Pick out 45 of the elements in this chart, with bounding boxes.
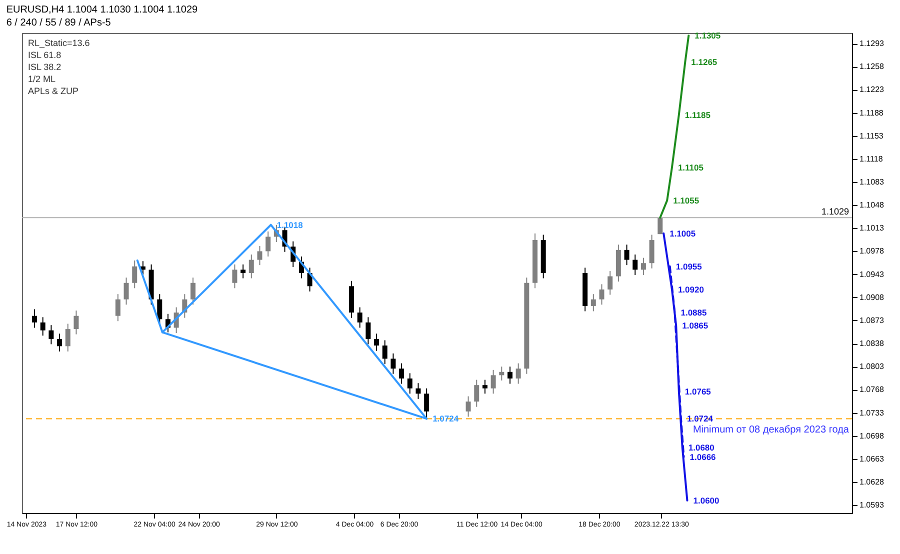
ref-line-label: Minimum от 08 декабря 2023 года — [692, 424, 850, 436]
annotation: APLs & ZUP — [28, 86, 79, 96]
data-label: 1.0955 — [676, 261, 702, 272]
annotation: 1/2 ML — [28, 74, 56, 84]
data-label: 1.1005 — [670, 228, 696, 238]
y-tick-label: 1.1118 — [860, 154, 884, 164]
data-label: 1.1018 — [276, 220, 304, 230]
y-tick-label: 1.0943 — [860, 270, 885, 279]
data-label: 1.0920 — [678, 284, 704, 294]
data-label: 1.1055 — [673, 195, 700, 206]
y-tick-label: 1.0978 — [860, 246, 885, 256]
y-tick-label: 1.1153 — [860, 131, 884, 140]
y-tick-label: 1.0593 — [860, 500, 885, 510]
data-label: 1.1185 — [684, 110, 711, 120]
y-tick-label: 1.1293 — [860, 39, 885, 48]
y-tick-label: 1.0908 — [860, 292, 885, 302]
y-tick-label: 1.1258 — [860, 62, 885, 72]
y-tick-label: 1.1223 — [860, 85, 885, 94]
y-tick-label: 1.0698 — [860, 431, 885, 440]
data-label: 1.1265 — [691, 57, 718, 68]
y-tick-label: 1.0733 — [860, 408, 885, 418]
data-label: 1.0765 — [684, 386, 712, 397]
data-label: 1.0666 — [690, 452, 716, 462]
y-tick-label: 1.1048 — [860, 200, 885, 210]
y-tick-label: 1.0628 — [860, 478, 885, 487]
y-tick-label: 1.0873 — [860, 316, 885, 325]
y-tick-label: 1.0768 — [860, 385, 885, 394]
annotation: ISL 38.2 — [28, 62, 62, 72]
y-tick-label: 1.1083 — [860, 178, 885, 187]
y-tick-label: 1.0663 — [860, 454, 885, 464]
data-label: 1.0600 — [693, 495, 720, 506]
annotation: ISL 61.8 — [28, 50, 62, 60]
y-tick-label: 1.0838 — [860, 339, 885, 348]
y-tick-label: 1.1013 — [860, 224, 885, 233]
data-label: 1.0724 — [432, 414, 459, 424]
y-tick-label: 1.1188 — [860, 108, 884, 118]
data-label: 1.0680 — [688, 442, 715, 453]
ref-line-label: 1.1029 — [821, 206, 849, 217]
data-label: 1.1105 — [678, 162, 704, 173]
chart-title: EURUSD,H4 1.1004 1.1030 1.1004 1.1029 — [6, 4, 198, 16]
data-label: 1.0885 — [680, 308, 708, 318]
chart-subtitle: 6 / 240 / 55 / 89 / APs-5 — [6, 18, 112, 29]
y-tick-label: 1.0803 — [860, 362, 885, 372]
annotation: RL_Static=13.6 — [28, 38, 90, 48]
data-label: 1.0865 — [682, 320, 708, 331]
